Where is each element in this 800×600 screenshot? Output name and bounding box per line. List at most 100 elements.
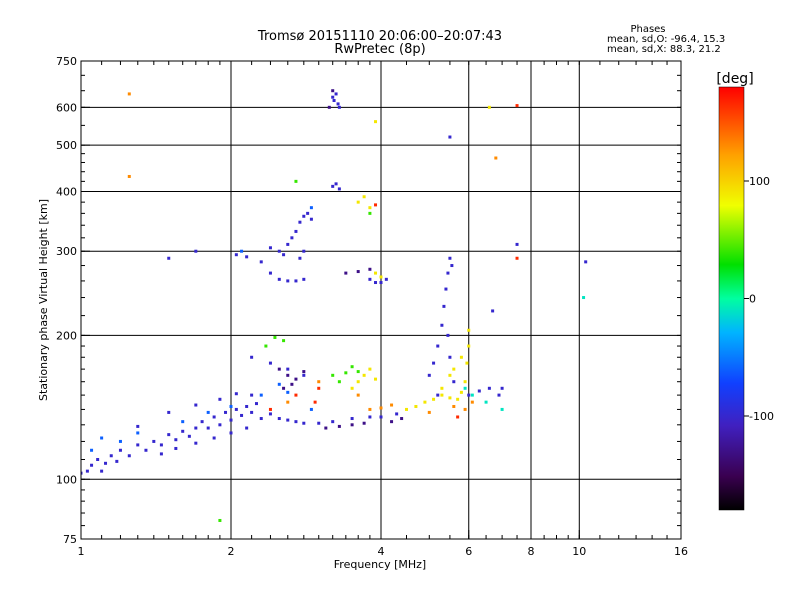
echo-point [167, 433, 171, 437]
echo-point [294, 377, 298, 381]
echo-point [268, 246, 272, 250]
x-tick-label: 16 [674, 545, 688, 558]
echo-point [273, 335, 277, 339]
echo-point [259, 393, 263, 397]
echo-point [250, 410, 254, 414]
echo-point [212, 436, 216, 440]
echo-point [268, 271, 272, 275]
echo-point [446, 333, 450, 337]
echo-point [317, 380, 321, 384]
echo-point [344, 271, 348, 275]
echo-point [234, 392, 238, 396]
echo-point [218, 518, 222, 522]
echo-point [470, 400, 474, 404]
echo-point [368, 267, 372, 271]
echo-point [286, 418, 290, 422]
echo-point [368, 415, 372, 419]
echo-point [298, 256, 302, 260]
echo-point [286, 390, 290, 394]
echo-point [500, 386, 504, 390]
echo-point [259, 417, 263, 421]
echo-point [286, 373, 290, 377]
echo-point [250, 393, 254, 397]
echo-point [390, 420, 394, 424]
echo-point [159, 443, 163, 447]
echo-point [277, 382, 281, 386]
echo-point [302, 373, 306, 377]
echo-point [331, 95, 335, 99]
echo-point [390, 403, 394, 407]
echo-point [234, 253, 238, 257]
x-tick-label: 4 [378, 545, 385, 558]
echo-point [374, 281, 378, 285]
echo-point [136, 443, 140, 447]
echo-point [452, 380, 456, 384]
echo-point [81, 471, 83, 475]
echo-point [144, 448, 148, 452]
echo-point [465, 361, 469, 365]
echo-point [290, 236, 294, 240]
echo-point [334, 182, 338, 186]
echo-point [309, 206, 313, 210]
echo-point [427, 410, 431, 414]
echo-point [187, 434, 191, 438]
echo-point [234, 407, 238, 411]
echo-point [356, 270, 360, 274]
echo-point [118, 439, 122, 443]
echo-point [218, 397, 222, 401]
chart-title: Tromsø 20151110 20:06:00–20:07:43 [257, 29, 502, 44]
echo-point [259, 260, 263, 264]
echo-point [100, 436, 104, 440]
echo-point [277, 249, 281, 253]
echo-point [229, 431, 233, 435]
echo-point [440, 393, 444, 397]
echo-point [350, 423, 354, 427]
stats-o-mode: mean, sd,O: -96.4, 15.3 [607, 34, 725, 45]
echo-point [442, 304, 446, 308]
echo-point [337, 380, 341, 384]
echo-point [515, 242, 519, 246]
echo-point [240, 249, 244, 253]
x-tick-label: 10 [572, 545, 586, 558]
echo-point [268, 412, 272, 416]
echo-point [302, 249, 306, 253]
echo-point [459, 390, 463, 394]
echo-point [484, 400, 488, 404]
echo-point [294, 420, 298, 424]
echo-point [448, 135, 452, 139]
echo-point [463, 407, 467, 411]
echo-point [452, 367, 456, 371]
echo-point [286, 242, 290, 246]
echo-point [497, 393, 501, 397]
echo-point [440, 386, 444, 390]
echo-point [250, 355, 254, 359]
echo-point [374, 203, 378, 207]
echo-point [331, 373, 335, 377]
echo-point [374, 377, 378, 381]
echo-point [317, 421, 321, 425]
echo-point [268, 407, 272, 411]
x-axis-label: Frequency [MHz] [334, 558, 426, 571]
echo-point [423, 400, 427, 404]
echo-point [448, 355, 452, 359]
echo-point [254, 402, 258, 406]
echo-point [245, 426, 249, 430]
echo-point [294, 229, 298, 233]
echo-point [309, 407, 313, 411]
colorbar-ticks: 100 0 -100 [744, 175, 774, 423]
echo-point [362, 421, 366, 425]
echo-point [452, 404, 456, 408]
echo-point [206, 410, 210, 414]
echo-point [302, 370, 306, 374]
echo-point [444, 287, 448, 291]
echo-point [294, 179, 298, 183]
colorbar-label: [deg] [716, 71, 753, 87]
y-tick-label: 750 [56, 55, 77, 68]
y-tick-label: 600 [56, 101, 77, 114]
echo-point [324, 426, 328, 430]
echo-point [477, 389, 481, 393]
echo-point [334, 92, 338, 96]
echo-point [463, 380, 467, 384]
echo-point [331, 420, 335, 424]
colorbar-tick-label: 100 [749, 175, 770, 188]
